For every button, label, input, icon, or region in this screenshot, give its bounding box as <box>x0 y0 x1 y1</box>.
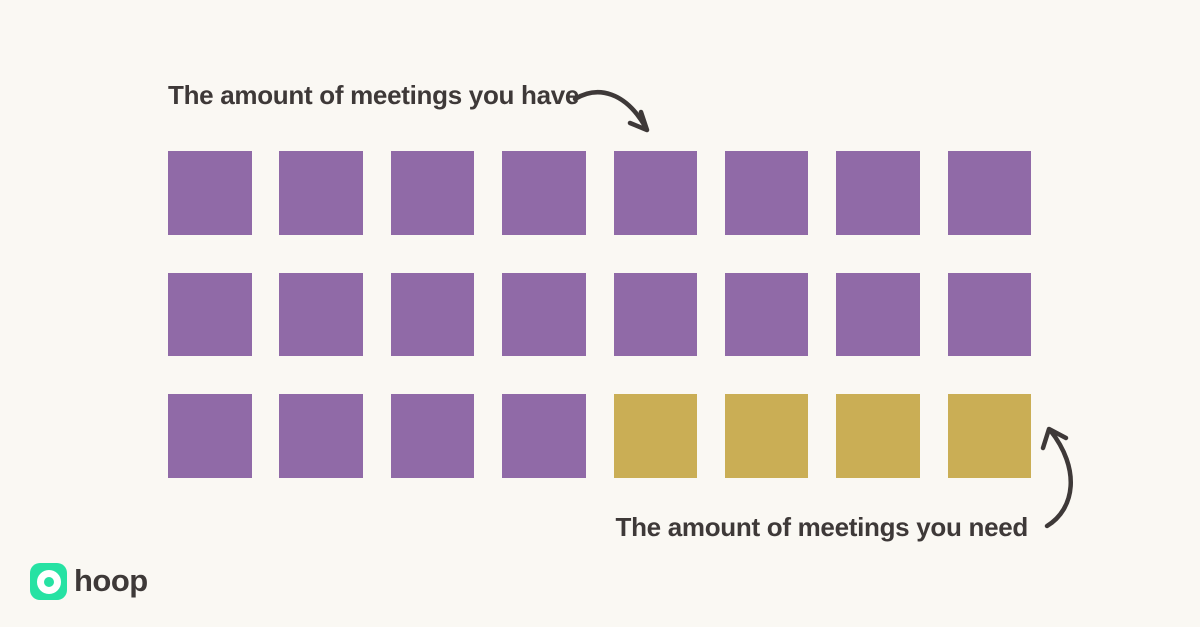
meeting-unit-purple <box>279 394 363 478</box>
meetings-grid <box>168 151 1032 478</box>
meeting-unit-purple <box>279 151 363 235</box>
meeting-unit-purple <box>724 151 809 235</box>
curved-arrow-up-icon <box>1040 426 1073 529</box>
meeting-unit-gold <box>613 394 698 478</box>
meeting-unit-purple <box>836 151 920 235</box>
meeting-unit-purple <box>502 272 586 356</box>
meeting-unit-purple <box>168 394 252 478</box>
meeting-unit-gold <box>947 394 1032 478</box>
meeting-unit-purple <box>168 151 252 235</box>
meeting-unit-purple <box>947 272 1032 356</box>
arrow-up-shaft <box>1044 427 1073 529</box>
meeting-unit-purple <box>390 151 475 235</box>
hoop-ring-icon <box>36 569 61 594</box>
hoop-logo: hoop <box>30 563 148 600</box>
arrow-up-head <box>1040 426 1069 451</box>
hoop-logo-text: hoop <box>74 563 148 598</box>
arrow-down-head <box>627 109 650 133</box>
hoop-logo-icon <box>30 563 67 600</box>
label-meetings-need: The amount of meetings you need <box>615 512 1028 542</box>
meeting-unit-gold <box>836 394 920 478</box>
meeting-unit-gold <box>724 394 809 478</box>
meeting-unit-purple <box>947 151 1032 235</box>
arrow-down-shaft <box>572 90 649 131</box>
meeting-unit-purple <box>724 272 809 356</box>
meeting-unit-purple <box>390 272 475 356</box>
meeting-unit-purple <box>502 394 586 478</box>
meeting-unit-purple <box>390 394 475 478</box>
meeting-unit-purple <box>836 272 920 356</box>
meeting-unit-purple <box>613 272 698 356</box>
meeting-unit-purple <box>613 151 698 235</box>
meeting-unit-purple <box>168 272 252 356</box>
label-meetings-have: The amount of meetings you have <box>168 80 580 110</box>
meeting-unit-purple <box>502 151 586 235</box>
meeting-unit-purple <box>279 272 363 356</box>
curved-arrow-down-icon <box>572 90 650 133</box>
